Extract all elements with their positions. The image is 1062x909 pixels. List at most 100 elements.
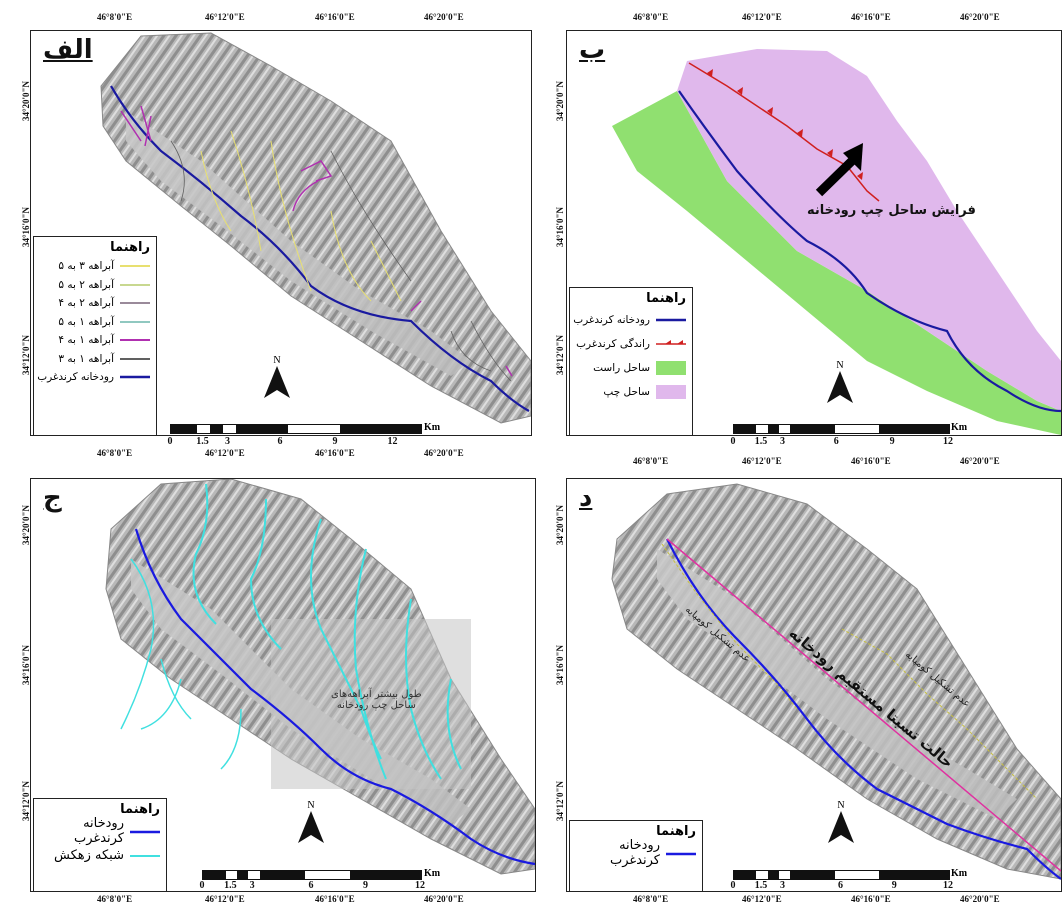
bottom-coord-1: 46°8'0"E: [97, 894, 133, 904]
panel-label: ب: [579, 35, 606, 65]
bottom-coord-2: 46°12'0"E: [205, 894, 245, 904]
left-coord-2: 34°16'0"N: [555, 644, 566, 686]
legend-title: راهنما: [110, 240, 150, 255]
scale-bar: [733, 424, 950, 434]
bottom-coord-3: 46°16'0"E: [851, 894, 891, 904]
map-legend: راهنما رودخانه کرندغرب: [569, 820, 703, 892]
north-arrow: N: [825, 360, 855, 408]
drainage-map: [105, 479, 535, 875]
map-legend: راهنما آبراهه ۳ به ۵ آبراهه ۲ به ۵ آبراه…: [33, 236, 157, 436]
legend-line-icon: [656, 315, 686, 325]
legend-line-icon: [120, 354, 150, 364]
scale-ticks: 0 1.5 3 6 9 12: [199, 880, 426, 891]
legend-line-icon: [130, 850, 160, 860]
legend-title: راهنما: [646, 291, 686, 306]
legend-line-icon: [120, 335, 150, 345]
banks-map: [612, 49, 1061, 435]
river-line: [666, 538, 1061, 880]
bottom-coord-4: 46°20'0"E: [424, 448, 464, 458]
straightness-map: [611, 483, 1061, 880]
bottom-coord-4: 46°20'0"E: [960, 894, 1000, 904]
panel-label: ج: [43, 483, 62, 513]
panel-label: د: [579, 483, 593, 513]
scale-bar: [170, 424, 422, 434]
top-coord-4: 46°20'0"E: [960, 12, 1000, 22]
legend-item: راندگی کرندغرب: [570, 332, 692, 356]
legend-item: آبراهه ۱ به ۵: [34, 313, 156, 332]
scale-ticks: 0 1.5 3 6 9 12: [730, 880, 954, 891]
bottom-coord-1: 46°8'0"E: [97, 448, 133, 458]
legend-title: راهنما: [120, 802, 160, 817]
scale-bar: [733, 870, 950, 880]
bottom-coord-1: 46°8'0"E: [633, 456, 669, 466]
left-coord-1: 34°20'0"N: [555, 80, 566, 122]
left-coord-2: 34°16'0"N: [555, 206, 566, 248]
top-coord-1: 46°8'0"E: [633, 12, 669, 22]
north-arrow-icon: [828, 811, 854, 843]
scale-ticks: 0 1.5 3 6 9 12: [730, 436, 954, 447]
bottom-coord-4: 46°20'0"E: [960, 456, 1000, 466]
north-arrow-icon: [264, 366, 290, 398]
panel-label: الف: [43, 35, 93, 65]
bottom-coord-2: 46°12'0"E: [205, 448, 245, 458]
hillshade-map: [100, 32, 531, 424]
bottom-coord-2: 46°12'0"E: [742, 456, 782, 466]
top-coord-3: 46°16'0"E: [315, 12, 355, 22]
north-arrow-icon: [298, 811, 324, 843]
bottom-coord-3: 46°16'0"E: [315, 894, 355, 904]
legend-item: آبراهه ۱ به ۳: [34, 350, 156, 369]
left-coord-1: 34°20'0"N: [555, 504, 566, 546]
top-coord-1: 46°8'0"E: [97, 12, 133, 22]
north-arrow-icon: [827, 371, 853, 403]
scale-unit: Km: [951, 868, 968, 879]
legend-swatch-icon: [656, 385, 686, 399]
legend-line-icon: [666, 848, 696, 858]
straight-line: [666, 538, 1061, 872]
legend-swatch-icon: [656, 361, 686, 375]
arrow-head-icon: [843, 143, 863, 171]
legend-line-icon: [130, 826, 160, 836]
legend-line-icon: [120, 372, 150, 382]
north-arrow: N: [826, 800, 856, 848]
scale-unit: Km: [424, 868, 441, 879]
bottom-coord-4: 46°20'0"E: [424, 894, 464, 904]
legend-line-icon: [120, 280, 150, 290]
left-coord-3: 34°12'0"N: [555, 334, 566, 376]
north-arrow: N: [262, 355, 292, 403]
river-line: [134, 528, 535, 866]
bottom-coord-3: 46°16'0"E: [315, 448, 355, 458]
bottom-coord-1: 46°8'0"E: [633, 894, 669, 904]
legend-item: رودخانه کرندغرب: [570, 308, 692, 332]
left-coord-3: 34°12'0"N: [555, 780, 566, 822]
legend-item: ساحل چپ: [570, 380, 692, 404]
scale-unit: Km: [424, 422, 441, 433]
scale-bar: [202, 870, 422, 880]
river-line: [110, 85, 530, 412]
legend-line-icon: [120, 298, 150, 308]
legend-thrust-icon: [656, 339, 686, 349]
top-coord-3: 46°16'0"E: [851, 12, 891, 22]
thrust-line: [688, 62, 880, 202]
scale-unit: Km: [951, 422, 968, 433]
north-arrow: N: [296, 800, 326, 848]
legend-item: آبراهه ۲ به ۵: [34, 276, 156, 295]
legend-item: ساحل راست: [570, 356, 692, 380]
bottom-coord-2: 46°12'0"E: [742, 894, 782, 904]
river-line: [678, 90, 1061, 413]
legend-line-icon: [120, 261, 150, 271]
top-coord-2: 46°12'0"E: [205, 12, 245, 22]
legend-item: رودخانه کرندغرب: [34, 816, 166, 846]
legend-item: رودخانه کرندغرب: [570, 838, 702, 868]
legend-line-icon: [120, 317, 150, 327]
top-coord-2: 46°12'0"E: [742, 12, 782, 22]
top-coord-4: 46°20'0"E: [424, 12, 464, 22]
legend-item: شبکه زهکش: [34, 843, 166, 867]
legend-item: آبراهه ۲ به ۴: [34, 294, 156, 313]
map-legend: راهنما رودخانه کرندغرب شبکه زهکش: [33, 798, 167, 892]
bottom-coord-3: 46°16'0"E: [851, 456, 891, 466]
legend-item: آبراهه ۱ به ۴: [34, 331, 156, 350]
map-legend: راهنما رودخانه کرندغرب راندگی کرندغرب سا…: [569, 287, 693, 436]
legend-item: آبراهه ۳ به ۵: [34, 257, 156, 276]
uplift-annotation: فرایش ساحل چپ رودخانه: [807, 203, 976, 218]
legend-item: رودخانه کرندغرب: [34, 368, 156, 387]
